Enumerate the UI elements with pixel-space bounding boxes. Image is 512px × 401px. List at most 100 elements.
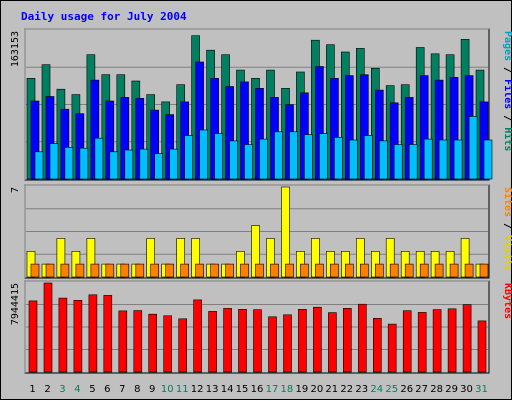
x-tick-label-day-7: 7 xyxy=(119,384,125,395)
bar-pages-day-23 xyxy=(363,135,373,180)
bar-kbytes-day-20 xyxy=(313,306,322,373)
bar-sites-day-31 xyxy=(479,263,489,278)
panel-hits-files-pages-legend: Pages / Files / Hits xyxy=(502,31,512,151)
x-tick-label-day-9: 9 xyxy=(149,384,155,395)
bar-sites-day-15 xyxy=(240,263,249,278)
x-tick-label-day-2: 2 xyxy=(44,384,50,395)
x-tick-label-day-29: 29 xyxy=(445,384,458,395)
bar-pages-day-27 xyxy=(423,138,433,180)
panel-hits-files-pages-max-label: 163153 xyxy=(10,31,21,67)
panel-kbytes-legend: KBytes xyxy=(502,283,512,319)
bar-sites-day-19 xyxy=(300,263,309,278)
bar-kbytes-day-15 xyxy=(238,308,247,373)
bar-pages-day-7 xyxy=(124,149,134,180)
bar-kbytes-day-8 xyxy=(133,310,143,373)
bar-pages-day-20 xyxy=(319,133,328,180)
bar-pages-day-15 xyxy=(244,144,253,180)
x-tick-label-day-18: 18 xyxy=(281,384,294,395)
bar-pages-day-2 xyxy=(49,143,59,180)
bar-sites-day-7 xyxy=(120,263,130,278)
bar-sites-day-9 xyxy=(150,263,159,278)
panel-visits-sites-max-label: 7 xyxy=(10,187,21,193)
chart-title: Daily usage for July 2004 xyxy=(21,10,187,23)
x-tick-label-day-6: 6 xyxy=(104,384,110,395)
legend-files: Files xyxy=(502,79,512,109)
bar-kbytes-day-1 xyxy=(28,300,38,373)
x-tick-label-day-4: 4 xyxy=(74,384,80,395)
legend-sites: Sites xyxy=(502,187,512,217)
bar-pages-day-13 xyxy=(214,133,223,180)
bar-kbytes-day-3 xyxy=(58,297,68,373)
bar-kbytes-day-11 xyxy=(178,318,187,373)
panel-kbytes-max-label: 7944415 xyxy=(10,283,21,325)
bar-pages-day-21 xyxy=(334,137,343,180)
legend-kbytes: KBytes xyxy=(502,283,512,319)
x-tick-label-day-12: 12 xyxy=(191,384,204,395)
legend-pages: Pages xyxy=(502,31,512,61)
x-tick-label-day-20: 20 xyxy=(311,384,324,395)
bar-kbytes-day-6 xyxy=(103,295,113,373)
x-tick-label-day-10: 10 xyxy=(161,384,174,395)
bar-sites-day-29 xyxy=(449,263,459,278)
bar-pages-day-5 xyxy=(94,137,104,180)
bar-sites-day-21 xyxy=(330,263,339,278)
bar-sites-day-28 xyxy=(434,263,444,278)
x-tick-label-day-13: 13 xyxy=(206,384,219,395)
x-tick-label-day-24: 24 xyxy=(370,384,383,395)
bar-pages-day-8 xyxy=(139,148,149,180)
bar-pages-day-4 xyxy=(79,147,89,180)
bar-pages-day-6 xyxy=(109,151,119,180)
x-tick-label-day-15: 15 xyxy=(236,384,249,395)
bar-kbytes-day-2 xyxy=(43,282,53,373)
bar-kbytes-day-27 xyxy=(417,312,427,373)
x-tick-label-day-8: 8 xyxy=(134,384,140,395)
x-tick-label-day-25: 25 xyxy=(385,384,398,395)
bar-sites-day-4 xyxy=(75,263,85,278)
legend-separator: / xyxy=(502,109,512,127)
bar-sites-day-10 xyxy=(165,263,174,278)
bar-kbytes-day-31 xyxy=(477,320,487,373)
x-tick-label-day-11: 11 xyxy=(176,384,189,395)
bar-kbytes-day-10 xyxy=(163,315,172,373)
bar-sites-day-13 xyxy=(210,263,219,278)
bar-kbytes-day-21 xyxy=(328,312,337,373)
bar-kbytes-day-5 xyxy=(88,294,98,373)
bar-sites-day-30 xyxy=(464,263,474,278)
bar-kbytes-day-19 xyxy=(298,308,307,373)
bar-kbytes-day-30 xyxy=(462,304,472,373)
bar-pages-day-9 xyxy=(154,153,163,180)
bar-kbytes-day-17 xyxy=(268,316,277,373)
bar-pages-day-19 xyxy=(304,134,313,180)
bar-kbytes-day-22 xyxy=(342,307,352,373)
bar-pages-day-30 xyxy=(468,116,478,180)
bar-sites-day-16 xyxy=(255,263,264,278)
bar-kbytes-day-24 xyxy=(372,317,382,373)
bar-pages-day-18 xyxy=(289,131,298,180)
bar-kbytes-day-13 xyxy=(208,311,217,373)
x-tick-label-day-21: 21 xyxy=(325,384,338,395)
bar-sites-day-25 xyxy=(389,263,399,278)
bar-pages-day-11 xyxy=(184,135,193,180)
bar-pages-day-16 xyxy=(259,138,268,180)
panel-visits-sites-legend: Sites / Visits xyxy=(502,187,512,271)
bar-kbytes-day-7 xyxy=(118,310,128,373)
bar-sites-day-24 xyxy=(374,263,384,278)
x-tick-label-day-22: 22 xyxy=(340,384,353,395)
bar-kbytes-day-18 xyxy=(283,314,292,373)
x-tick-label-day-27: 27 xyxy=(415,384,428,395)
bar-kbytes-day-29 xyxy=(447,308,457,373)
bar-sites-day-17 xyxy=(270,263,279,278)
bar-sites-day-26 xyxy=(404,263,414,278)
x-tick-label-day-14: 14 xyxy=(221,384,234,395)
bar-sites-day-3 xyxy=(60,263,70,278)
bar-pages-day-1 xyxy=(34,151,44,180)
bar-pages-day-22 xyxy=(348,139,358,180)
x-tick-label-day-28: 28 xyxy=(430,384,443,395)
bar-pages-day-26 xyxy=(408,144,418,180)
bar-sites-day-18 xyxy=(285,263,294,278)
x-tick-label-day-16: 16 xyxy=(251,384,264,395)
x-tick-label-day-31: 31 xyxy=(475,384,488,395)
bar-kbytes-day-4 xyxy=(73,299,83,373)
